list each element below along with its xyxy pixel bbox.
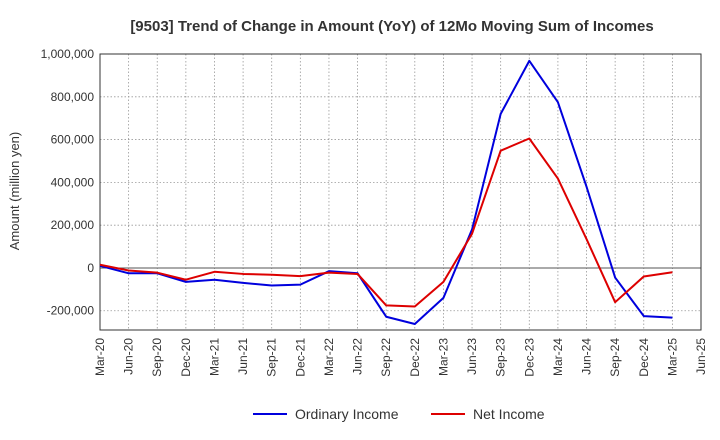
legend-label: Net Income [473,406,545,422]
y-tick-label: 0 [87,261,94,275]
y-tick-label: 400,000 [51,175,95,189]
x-tick-label: Sep-21 [265,338,279,377]
x-tick-label: Jun-24 [580,338,594,375]
x-tick-label: Mar-21 [207,338,221,376]
x-tick-label: Mar-22 [322,338,336,376]
series-line-ordinary-income [99,59,673,326]
x-tick-label: Jun-23 [465,338,479,375]
chart-title: [9503] Trend of Change in Amount (YoY) o… [130,18,653,35]
plot-background [100,54,701,330]
y-tick-label: 1,000,000 [41,47,95,61]
x-tick-label: Sep-20 [150,338,164,377]
plot-frame [99,53,702,331]
x-tick-label: Dec-21 [293,338,307,377]
x-tick-label: Mar-20 [93,338,107,376]
y-axis-title: Amount (million yen) [7,132,22,251]
x-tick-label: Sep-23 [494,338,508,377]
x-tick-label: Jun-20 [122,338,136,375]
x-tick-label: Mar-23 [436,338,450,376]
x-tick-label: Mar-24 [551,338,565,376]
x-tick-label: Dec-22 [408,338,422,377]
x-tick-label: Sep-22 [379,338,393,377]
x-tick-label: Jun-22 [351,338,365,375]
plot-area: -200,000 0 200,000 400,000 600,000 800,000 1,0… [41,47,708,377]
series-line-net-income [99,137,673,308]
y-tick-label: -200,000 [47,304,95,318]
x-tick-label: Mar-25 [665,338,679,376]
legend: Ordinary Income Net Income [253,406,545,422]
x-tick-label: Jun-21 [236,338,250,375]
x-tick-label: Dec-23 [522,338,536,377]
x-tick-label: Dec-24 [637,338,651,377]
x-tick-label: Jun-25 [694,338,708,375]
y-tick-label: 800,000 [51,90,95,104]
x-tick-label: Sep-24 [608,338,622,377]
y-tick-label: 200,000 [51,218,95,232]
legend-label: Ordinary Income [295,406,399,422]
x-tick-label: Dec-20 [179,338,193,377]
y-tick-label: 600,000 [51,133,95,147]
